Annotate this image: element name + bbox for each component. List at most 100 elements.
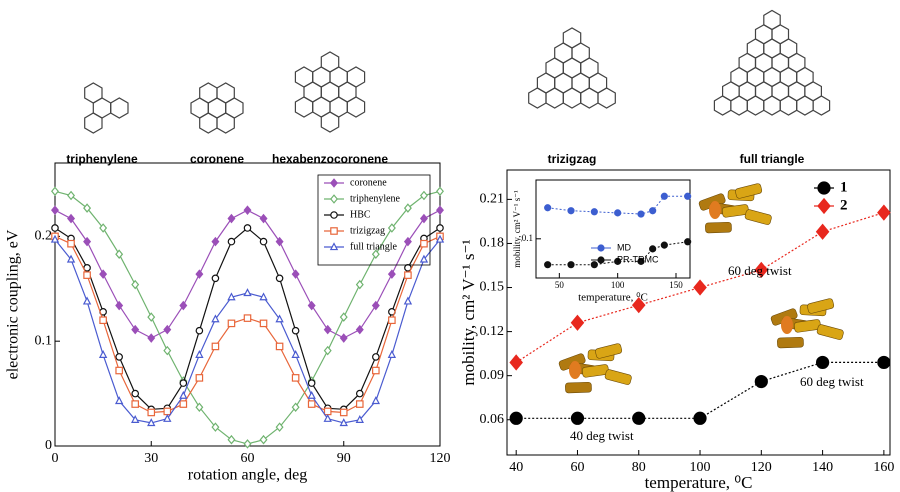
marker xyxy=(437,225,443,231)
marker xyxy=(228,238,234,244)
x-axis-title: temperature, ⁰C xyxy=(578,292,648,304)
marker xyxy=(650,208,656,214)
marker xyxy=(545,205,551,211)
marker xyxy=(52,225,58,231)
marker xyxy=(180,401,186,407)
marker xyxy=(694,412,706,424)
marker xyxy=(357,281,363,289)
legend-label: triphenylene xyxy=(350,193,401,204)
x-tick-label: 150 xyxy=(669,280,683,290)
molecule-ring xyxy=(764,96,780,115)
x-tick-label: 160 xyxy=(873,460,894,475)
x-tick-label: 60 xyxy=(241,451,255,466)
marker xyxy=(357,390,363,396)
marker xyxy=(694,280,706,294)
molecule-ring xyxy=(747,96,764,115)
molecule-label: full triangle xyxy=(740,152,805,166)
marker xyxy=(331,179,337,187)
marker xyxy=(437,187,443,195)
marker xyxy=(373,354,379,360)
marker xyxy=(244,315,250,321)
marker xyxy=(341,419,347,425)
marker xyxy=(276,275,282,281)
series-line xyxy=(55,240,440,423)
marker xyxy=(148,313,154,321)
x-tick-label: 30 xyxy=(144,451,158,466)
figure: triphenylenecoronenehexabenzocoronenetri… xyxy=(0,0,900,492)
marker xyxy=(148,334,154,342)
legend-label: trizigzag xyxy=(350,225,385,236)
molecule-ring xyxy=(598,88,615,108)
marker xyxy=(116,367,122,373)
marker xyxy=(148,409,154,415)
marker xyxy=(568,262,574,268)
marker xyxy=(292,328,298,334)
marker xyxy=(331,243,337,249)
marker xyxy=(389,351,395,357)
marker xyxy=(308,380,314,386)
y-axis-title: mobility, cm² V⁻¹ s⁻¹ xyxy=(512,190,522,268)
molecule-ring xyxy=(217,113,234,133)
marker xyxy=(817,225,829,239)
legend-label: 2 xyxy=(840,197,848,213)
x-tick-label: 140 xyxy=(812,460,833,475)
marker xyxy=(437,206,443,214)
molecule-ring xyxy=(780,96,797,115)
marker xyxy=(308,392,314,398)
marker xyxy=(341,313,347,321)
marker xyxy=(341,334,347,342)
marker xyxy=(260,294,266,300)
marker xyxy=(341,409,347,415)
molecule-ring xyxy=(581,88,598,108)
marker xyxy=(276,343,282,349)
marker xyxy=(100,270,106,278)
y-tick-label: 0.1 xyxy=(35,333,53,348)
y-tick-label: 0.18 xyxy=(480,236,505,251)
marker xyxy=(818,182,830,194)
legend-label: MD xyxy=(617,242,631,252)
marker xyxy=(180,392,186,398)
x-tick-label: 120 xyxy=(751,460,772,475)
legend-label: full triangle xyxy=(350,241,397,252)
marker xyxy=(68,192,74,200)
marker xyxy=(818,199,830,213)
marker xyxy=(132,390,138,396)
legend-label: PR-TRMC xyxy=(617,254,659,264)
marker xyxy=(132,401,138,407)
marker xyxy=(755,376,767,388)
marker xyxy=(389,317,395,323)
x-tick-label: 90 xyxy=(337,451,351,466)
crystal-image xyxy=(569,361,581,379)
molecule-ring xyxy=(546,88,563,108)
crystal-image xyxy=(781,316,793,334)
x-tick-label: 0 xyxy=(52,451,59,466)
marker xyxy=(510,412,522,424)
crystal-image xyxy=(604,369,632,385)
marker xyxy=(292,351,298,357)
x-tick-label: 50 xyxy=(555,280,565,290)
marker xyxy=(568,208,574,214)
x-tick-label: 100 xyxy=(611,280,625,290)
y-tick-label: 0.21 xyxy=(480,192,505,207)
x-axis-title: rotation angle, deg xyxy=(188,467,308,484)
marker xyxy=(661,242,667,248)
molecule-ring xyxy=(295,67,312,87)
marker xyxy=(228,294,234,300)
y-tick-label: 0.1 xyxy=(522,233,533,243)
marker xyxy=(571,412,583,424)
molecule-label: coronene xyxy=(190,152,244,166)
marker xyxy=(84,298,90,304)
molecule-label: trizigzag xyxy=(548,152,597,166)
x-axis-title: temperature, ⁰C xyxy=(645,473,753,492)
marker xyxy=(148,419,154,425)
y-tick-label: 0.15 xyxy=(480,280,505,295)
marker xyxy=(68,241,74,247)
marker xyxy=(878,205,890,219)
marker xyxy=(196,270,202,278)
marker xyxy=(633,412,645,424)
annotation: 60 deg twist xyxy=(800,374,864,389)
molecule-ring xyxy=(731,96,747,115)
marker xyxy=(325,408,331,414)
molecule-ring xyxy=(321,52,338,72)
molecule-ring xyxy=(714,96,731,115)
